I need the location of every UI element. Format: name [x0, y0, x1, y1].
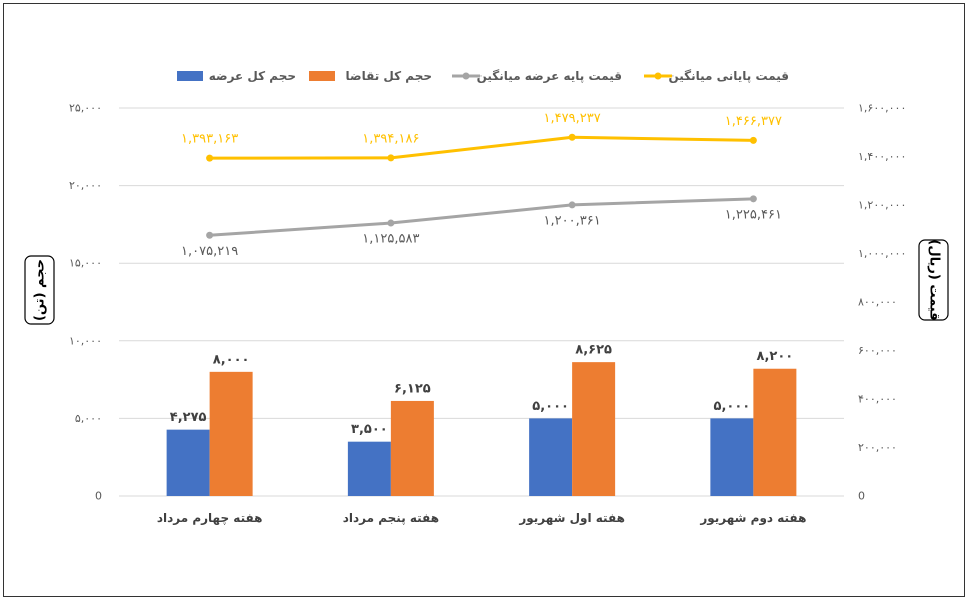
category-labels: هفته چهارم مرداد هفته پنجم مرداد هفته اول …	[157, 511, 807, 526]
line-point	[206, 154, 214, 162]
left-tick-label: ۵,۰۰۰	[75, 412, 102, 425]
left-tick-label: ۱۰,۰۰۰	[69, 334, 102, 347]
bars: ۴,۲۷۵ ۳,۵۰۰ ۵,۰۰۰ ۵,۰۰۰ ۸,۰۰۰ ۶,۱۲۵ ۸,۶۲۵ ۸,۲۰۰	[166, 343, 797, 496]
line-data-label: ۱,۱۲۵,۵۸۳	[362, 232, 419, 247]
right-tick-label: 0	[858, 490, 865, 503]
chart-frame: 0 ۵,۰۰۰ ۱۰,۰۰۰ ۱۵,۰۰۰ ۲۰,۰۰۰ ۲۵,۰۰۰ 0 ۲۰۰,۰۰۰ ۴…	[3, 3, 965, 597]
right-tick-label: ۱,۰۰۰,۰۰۰	[858, 247, 906, 260]
right-tick-label: ۱,۴۰۰,۰۰۰	[858, 150, 906, 163]
left-axis-title-box: حجم (تن)	[24, 255, 55, 325]
line-point	[568, 201, 576, 209]
legend-entry: حجم کل تقاضا	[345, 69, 432, 83]
right-tick-label: ۴۰۰,۰۰۰	[858, 393, 897, 406]
legend-swatch-point	[654, 72, 662, 80]
line-point	[749, 195, 757, 203]
line-data-label: ۱,۳۹۳,۱۶۳	[181, 132, 238, 147]
legend-entry: قیمت پایه عرضه میانگین	[477, 69, 622, 83]
bar	[347, 441, 391, 496]
line-point	[206, 231, 214, 239]
line-data-label: ۱,۳۹۴,۱۸۶	[362, 131, 419, 146]
legend: قیمت پایانی میانگین قیمت پایه عرضه میانگی…	[177, 69, 789, 83]
bar-data-label: ۵,۰۰۰	[714, 399, 751, 414]
line-point	[568, 133, 576, 141]
bar	[710, 418, 754, 496]
bar-data-label: ۸,۰۰۰	[213, 352, 250, 367]
line-data-label: ۱,۲۲۵,۴۶۱	[725, 207, 782, 222]
legend-entry: حجم کل عرضه	[209, 69, 296, 83]
category-label: هفته چهارم مرداد	[157, 511, 263, 526]
bar-data-label: ۵,۰۰۰	[532, 399, 569, 414]
bar-data-label: ۸,۲۰۰	[757, 349, 794, 364]
left-axis-ticks: 0 ۵,۰۰۰ ۱۰,۰۰۰ ۱۵,۰۰۰ ۲۰,۰۰۰ ۲۵,۰۰۰	[69, 102, 102, 503]
bar-data-label: ۴,۲۷۵	[170, 410, 207, 425]
line-data-label: ۱,۰۷۵,۲۱۹	[181, 244, 238, 259]
bar-data-label: ۳,۵۰۰	[351, 422, 388, 437]
line-point	[749, 136, 757, 144]
category-label: هفته اول شهریور	[518, 511, 625, 526]
combo-chart: 0 ۵,۰۰۰ ۱۰,۰۰۰ ۱۵,۰۰۰ ۲۰,۰۰۰ ۲۵,۰۰۰ 0 ۲۰۰,۰۰۰ ۴…	[24, 69, 949, 526]
line-point	[387, 219, 395, 227]
category-label: هفته پنجم مرداد	[343, 511, 439, 525]
right-tick-label: ۶۰۰,۰۰۰	[858, 344, 897, 357]
series-line	[209, 135, 754, 160]
left-axis-title: حجم (تن)	[33, 259, 48, 321]
bar	[753, 368, 797, 496]
bar	[572, 362, 616, 496]
legend-swatch-point	[462, 72, 470, 80]
bar	[166, 429, 210, 496]
right-axis-title-box: قیمت (ریال)	[918, 239, 949, 321]
right-tick-label: ۸۰۰,۰۰۰	[858, 296, 897, 309]
bar-data-label: ۸,۶۲۵	[575, 343, 612, 358]
left-tick-label: ۲۵,۰۰۰	[69, 102, 102, 115]
right-tick-label: ۱,۶۰۰,۰۰۰	[858, 102, 906, 115]
right-tick-label: ۱,۲۰۰,۰۰۰	[858, 199, 906, 212]
series-line	[209, 197, 754, 237]
right-axis-title: قیمت (ریال)	[927, 239, 942, 320]
category-label: هفته دوم شهریور	[699, 511, 806, 526]
bar-data-label: ۶,۱۲۵	[394, 381, 431, 396]
right-axis-ticks: 0 ۲۰۰,۰۰۰ ۴۰۰,۰۰۰ ۶۰۰,۰۰۰ ۸۰۰,۰۰۰ ۱,۰۰۰,۰۰۰ ۱,…	[858, 102, 906, 503]
left-tick-label: ۱۵,۰۰۰	[69, 257, 102, 270]
bar	[390, 400, 434, 496]
legend-swatch	[177, 71, 203, 81]
bar	[209, 371, 253, 496]
line-data-label: ۱,۲۰۰,۳۶۱	[544, 213, 601, 228]
right-tick-label: ۲۰۰,۰۰۰	[858, 441, 897, 454]
legend-swatch	[309, 71, 335, 81]
legend-entry: قیمت پایانی میانگین	[668, 69, 789, 83]
line-point	[387, 154, 395, 162]
lines: ۱,۰۷۵,۲۱۹ ۱,۱۲۵,۵۸۳ ۱,۲۰۰,۳۶۱ ۱,۲۲۵,۴۶۱ ۱,۳۹…	[181, 111, 782, 259]
line-data-label: ۱,۴۷۹,۲۳۷	[544, 111, 601, 126]
bar	[529, 418, 573, 496]
left-tick-label: ۲۰,۰۰۰	[69, 179, 102, 192]
line-data-label: ۱,۴۶۶,۳۷۷	[725, 114, 782, 129]
left-tick-label: 0	[95, 490, 102, 503]
